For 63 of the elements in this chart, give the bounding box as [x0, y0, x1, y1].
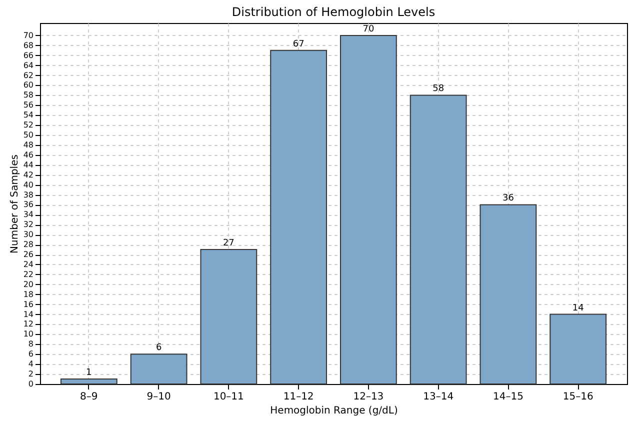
data-label: 14: [572, 303, 584, 314]
bar: [480, 204, 537, 384]
bar: [550, 314, 607, 384]
y-tick-label: 16: [23, 300, 34, 309]
y-tick-label: 2: [28, 370, 34, 379]
x-tick-label: 12–13: [353, 392, 384, 402]
data-label: 36: [502, 194, 514, 204]
y-tick-label: 8: [28, 340, 34, 349]
x-tick-label: 15–16: [562, 392, 594, 402]
data-label: 1: [86, 368, 92, 378]
bar: [270, 50, 328, 384]
y-tick-label: 42: [23, 170, 34, 180]
y-tick-label: 62: [23, 70, 34, 80]
y-tick-label: 26: [23, 250, 34, 260]
y-tick-label: 64: [23, 60, 34, 70]
bar: [410, 94, 467, 384]
y-tick-label: 6: [28, 350, 34, 359]
y-tick-label: 36: [23, 200, 34, 210]
data-label: 58: [432, 84, 444, 94]
y-tick-label: 28: [23, 240, 34, 250]
data-label: 6: [156, 343, 162, 354]
chart-title: Distribution of Hemoglobin Levels: [232, 5, 436, 19]
data-label: 67: [292, 39, 304, 50]
bar: [60, 378, 118, 384]
x-tick-label: 14–15: [492, 392, 524, 402]
y-tick-label: 60: [23, 80, 34, 90]
y-tick-label: 0: [28, 380, 34, 388]
y-tick-label: 52: [23, 120, 34, 130]
y-tick-label: 22: [23, 270, 34, 279]
x-tick-label: 9–10: [146, 392, 171, 402]
x-tick-label: 11–12: [283, 392, 314, 402]
y-tick-label: 44: [23, 160, 34, 170]
y-tick-label: 40: [23, 180, 34, 190]
y-tick-label: 18: [23, 290, 34, 299]
y-tick-label: 68: [23, 40, 34, 50]
y-tick-label: 46: [23, 150, 34, 160]
y-tick-label: 20: [23, 280, 34, 289]
y-tick-label: 32: [23, 220, 34, 230]
bar: [200, 249, 258, 384]
x-axis-title: Hemoglobin Range (g/dL): [270, 406, 398, 416]
y-tick-label: 48: [23, 140, 34, 150]
y-tick-label: 58: [23, 90, 34, 100]
x-tick-label: 8–9: [80, 392, 98, 402]
y-tick-label: 56: [23, 100, 34, 110]
y-tick-label: 12: [23, 320, 34, 329]
y-tick-label: 30: [23, 230, 34, 240]
x-tick-label: 13–14: [423, 392, 454, 402]
y-tick-label: 54: [23, 110, 34, 120]
y-tick-label: 24: [23, 260, 34, 269]
bar: [130, 354, 188, 384]
y-tick-label: 50: [23, 130, 34, 140]
y-tick-label: 14: [23, 310, 34, 319]
data-label: 27: [222, 238, 234, 249]
x-tick-label: 10–11: [213, 392, 244, 402]
y-tick-label: 70: [23, 30, 34, 40]
y-tick-label: 34: [23, 210, 34, 220]
data-label: 70: [362, 24, 374, 34]
y-tick-label: 10: [23, 330, 34, 339]
y-tick-label: 66: [23, 50, 34, 60]
y-tick-label: 4: [28, 360, 34, 369]
y-tick-label: 38: [23, 190, 34, 200]
y-axis-title: Number of Samples: [9, 154, 20, 254]
bar: [340, 34, 397, 384]
